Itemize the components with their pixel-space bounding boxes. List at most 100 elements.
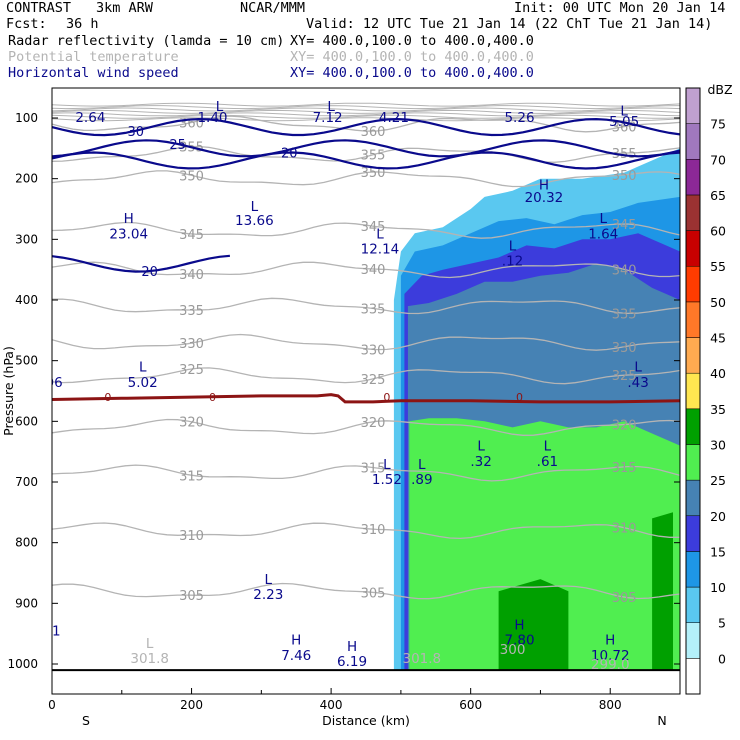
y-tick-label: 300 bbox=[15, 232, 38, 246]
theta-label-305: 305 bbox=[179, 589, 204, 604]
theta-label-310: 310 bbox=[361, 523, 386, 538]
annotation-label: 7.12 bbox=[313, 110, 343, 126]
forecast-label: Fcst: bbox=[6, 16, 47, 32]
theta-contour-360 bbox=[52, 115, 680, 133]
annotation-label: 23.04 bbox=[109, 226, 148, 242]
annotation-label: L bbox=[251, 199, 259, 215]
annotation-label: L bbox=[327, 99, 335, 115]
theta-label-335: 335 bbox=[612, 307, 637, 322]
theta-label-355: 355 bbox=[361, 149, 386, 164]
theta-contour-355 bbox=[52, 145, 680, 163]
annotation-label: L bbox=[216, 99, 224, 115]
theta-label-330: 330 bbox=[361, 343, 386, 358]
theta-label-335: 335 bbox=[179, 304, 204, 319]
annotation-label: 51 bbox=[43, 624, 60, 640]
colorbar-label: 75 bbox=[710, 117, 726, 132]
annotation-label: 1.52 bbox=[372, 472, 402, 488]
annotation-label: L bbox=[383, 457, 391, 473]
theta-contour-upper bbox=[52, 107, 680, 112]
y-tick-label: 800 bbox=[15, 536, 38, 550]
reflectivity-region-30dbz bbox=[498, 579, 569, 671]
theta-contour-350 bbox=[52, 170, 680, 188]
colorbar-swatch bbox=[685, 551, 701, 588]
annotation-label: 4.21 bbox=[379, 110, 409, 126]
theta-contour-320 bbox=[52, 418, 680, 436]
x-tick-label: 0 bbox=[48, 698, 56, 712]
annotation-label: H bbox=[347, 639, 357, 655]
colorbar-label: 70 bbox=[710, 152, 726, 167]
theta-contour-310 bbox=[52, 522, 680, 540]
annotation-label: L bbox=[139, 360, 147, 376]
colorbar-label: 50 bbox=[710, 295, 726, 310]
annotation-label: 20.32 bbox=[525, 190, 564, 206]
freezing-level-line bbox=[52, 393, 680, 404]
annotation-label: 7.80 bbox=[504, 633, 534, 649]
theta-label-335: 335 bbox=[361, 302, 386, 317]
x-tick-label: 800 bbox=[599, 698, 622, 712]
annotation-label: .89 bbox=[411, 472, 432, 488]
theta-label-345: 345 bbox=[179, 228, 204, 243]
wind-contour-20 bbox=[52, 254, 231, 273]
colorbar-label: 5 bbox=[718, 616, 726, 631]
annotation-label: 10.72 bbox=[591, 648, 630, 664]
annotation-label: 5.05 bbox=[609, 114, 639, 130]
annotation-label: 300 bbox=[500, 642, 526, 658]
plot-frame bbox=[51, 87, 681, 695]
colorbar-label: 25 bbox=[710, 473, 726, 488]
annotation-label: L bbox=[376, 226, 384, 242]
colorbar-swatch bbox=[685, 658, 701, 695]
model-description: 3km ARW bbox=[96, 0, 153, 16]
y-tick-label: 600 bbox=[15, 414, 38, 428]
colorbar-swatch bbox=[685, 444, 701, 481]
field-2-xy: XY= 400.0,100.0 to 400.0,400.0 bbox=[290, 49, 534, 65]
x-tick-label: 400 bbox=[320, 698, 343, 712]
annotation-label: 1.40 bbox=[197, 110, 227, 126]
y-tick-label: 400 bbox=[15, 293, 38, 307]
annotation-label: 2.23 bbox=[253, 587, 283, 603]
colorbar-label: 55 bbox=[710, 259, 726, 274]
organization: NCAR/MMM bbox=[240, 0, 306, 16]
theta-label-325: 325 bbox=[361, 373, 386, 388]
y-tick-label: 1000 bbox=[7, 657, 38, 671]
theta-contour-upper bbox=[52, 102, 680, 107]
reflectivity-region-30dbz bbox=[652, 512, 673, 671]
x-axis: 0 200 400 600 800 bbox=[48, 688, 622, 712]
annotation-label: L bbox=[509, 238, 517, 254]
freezing-level-label: 0 bbox=[383, 391, 390, 404]
theta-label-320: 320 bbox=[612, 419, 637, 434]
theta-label-320: 320 bbox=[361, 416, 386, 431]
annotation-label: L bbox=[146, 636, 154, 652]
annotation-label: 299.0 bbox=[591, 657, 630, 673]
freezing-level-label: 0 bbox=[104, 391, 111, 404]
wind-label-25: 25 bbox=[169, 138, 186, 153]
colorbar-label: 30 bbox=[710, 437, 726, 452]
theta-label-315: 315 bbox=[361, 462, 386, 477]
annotation-label: 2.64 bbox=[75, 110, 105, 126]
theta-label-330: 330 bbox=[612, 341, 637, 356]
y-tick-label: 900 bbox=[15, 596, 38, 610]
colorbar-swatch bbox=[685, 123, 701, 160]
theta-contour-upper bbox=[52, 112, 680, 117]
theta-label-340: 340 bbox=[361, 263, 386, 278]
colorbar-swatch bbox=[685, 194, 701, 231]
theta-label-320: 320 bbox=[179, 416, 204, 431]
colorbar-swatch bbox=[685, 515, 701, 552]
field-2-name: Potential temperature bbox=[8, 49, 179, 65]
theta-contour-upper bbox=[52, 117, 680, 122]
annotation-label: .12 bbox=[502, 254, 523, 270]
freezing-level-label: 0 bbox=[209, 391, 216, 404]
annotation-label: 13.66 bbox=[235, 213, 274, 229]
wind-label-20: 20 bbox=[141, 265, 158, 280]
wind-contour-20 bbox=[52, 151, 680, 170]
wind-label-20: 20 bbox=[281, 146, 298, 161]
colorbar-swatch bbox=[685, 622, 701, 659]
colorbar-unit: dBZ bbox=[707, 82, 732, 97]
annotation-label: H bbox=[124, 211, 134, 227]
theta-label-345: 345 bbox=[612, 218, 637, 233]
theta-contour-330 bbox=[52, 333, 680, 351]
field-1-name: Radar reflectivity (lamda = 10 cm) bbox=[8, 33, 285, 49]
theta-label-305: 305 bbox=[361, 586, 386, 601]
colorbar-swatch bbox=[685, 479, 701, 517]
colorbar-swatch bbox=[685, 372, 701, 410]
